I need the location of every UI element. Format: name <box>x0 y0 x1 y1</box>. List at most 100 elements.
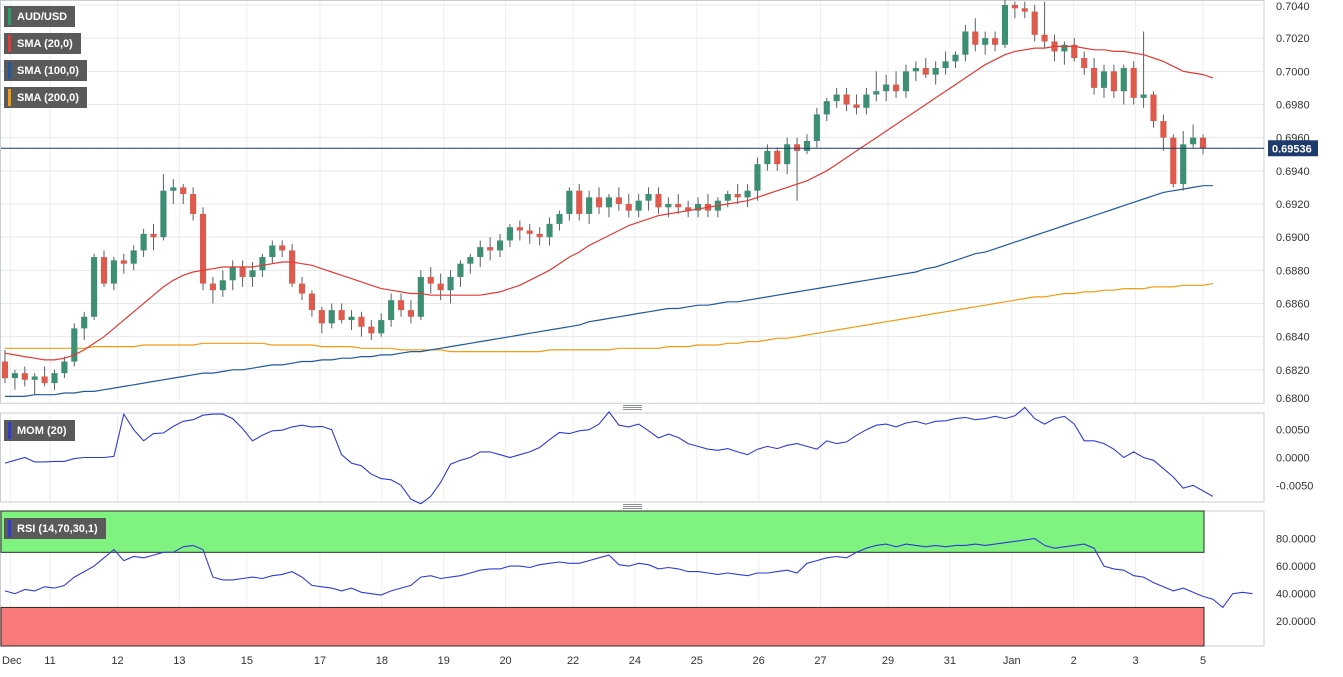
candle <box>229 260 236 291</box>
candle <box>467 253 474 274</box>
candle <box>1130 61 1137 105</box>
x-tick-label: 26 <box>753 655 765 667</box>
candle <box>51 369 58 390</box>
candle <box>1061 41 1068 65</box>
price-tick-label: 0.7020 <box>1276 33 1310 45</box>
candle <box>813 107 820 148</box>
candle <box>902 64 910 98</box>
candle <box>1120 64 1127 105</box>
splitter-handle-1[interactable] <box>623 405 642 410</box>
candle <box>338 303 345 324</box>
x-tick-label: 20 <box>499 655 511 667</box>
candle <box>1031 4 1038 42</box>
candle <box>427 267 434 294</box>
candle <box>1190 124 1197 148</box>
candle <box>823 97 830 122</box>
candle <box>71 323 78 367</box>
candle <box>269 240 276 264</box>
price-tick-label: 0.6900 <box>1276 232 1310 244</box>
candle <box>81 311 88 340</box>
symbol-swatch <box>8 8 11 25</box>
legend-sma-200[interactable]: SMA (200,0) <box>4 87 87 108</box>
candle <box>506 223 514 248</box>
candle <box>120 253 127 274</box>
candle <box>1091 58 1098 95</box>
momentum-tick-label: -0.0050 <box>1276 480 1313 492</box>
rsi-tick-label: 20.0000 <box>1276 616 1316 628</box>
price-tick-label: 0.6980 <box>1276 99 1310 111</box>
candle <box>11 369 18 390</box>
candle <box>41 366 48 387</box>
x-tick-label: 25 <box>691 655 703 667</box>
legend-sma-100[interactable]: SMA (100,0) <box>4 60 87 81</box>
candle <box>655 187 662 214</box>
momentum-swatch <box>8 422 11 439</box>
candle <box>635 194 642 218</box>
candle <box>487 237 494 261</box>
x-tick-label: 15 <box>241 655 253 667</box>
candle <box>388 293 395 327</box>
candle <box>1150 91 1157 128</box>
candle <box>447 270 454 304</box>
x-tick-label: 24 <box>629 655 641 667</box>
candle <box>992 31 999 52</box>
x-tick-label: 2 <box>1071 655 1077 667</box>
legend-symbol[interactable]: AUD/USD <box>4 6 76 27</box>
candle <box>1071 38 1078 62</box>
rsi-swatch <box>8 520 11 537</box>
price-tick-label: 0.6800 <box>1276 393 1310 405</box>
legend-sma-20[interactable]: SMA (20,0) <box>4 33 81 54</box>
candle <box>308 290 315 317</box>
candle <box>348 310 355 331</box>
x-tick-label: 31 <box>944 655 956 667</box>
candle <box>576 184 583 221</box>
rsi-tick-label: 60.0000 <box>1276 561 1316 573</box>
candle <box>833 87 840 108</box>
candle <box>298 276 306 301</box>
x-tick-label: 18 <box>376 655 388 667</box>
splitter-handle-2[interactable] <box>623 504 642 509</box>
candle <box>100 250 108 287</box>
candle <box>239 260 246 287</box>
momentum-tick-label: 0.0000 <box>1276 453 1310 465</box>
candle <box>526 223 533 244</box>
candle <box>982 31 989 55</box>
candle <box>586 190 593 224</box>
price-tick-label: 0.6860 <box>1276 298 1310 310</box>
candle <box>1110 64 1117 98</box>
candle <box>180 184 187 204</box>
price-tick-label: 0.6920 <box>1276 199 1310 211</box>
candle <box>190 187 197 221</box>
candle <box>1011 1 1018 19</box>
price-tick-label: 0.6940 <box>1276 166 1310 178</box>
candle <box>972 18 979 52</box>
momentum-panel <box>0 412 1265 503</box>
candle <box>289 243 296 287</box>
rsi-overbought-zone <box>0 510 1205 553</box>
last-price-marker <box>1268 140 1318 157</box>
rsi-tick-label: 40.0000 <box>1276 589 1316 601</box>
candle <box>457 260 464 287</box>
candle <box>130 245 137 271</box>
candle <box>496 233 504 258</box>
price-tick-label: 0.7000 <box>1276 66 1310 78</box>
price-tick-label: 0.6840 <box>1276 332 1310 344</box>
candle <box>31 373 38 395</box>
candle <box>962 24 969 62</box>
candle <box>199 207 207 291</box>
x-tick-label: 22 <box>567 655 579 667</box>
candle <box>1180 131 1187 191</box>
legend-rsi[interactable]: RSI (14,70,30,1) <box>4 518 106 539</box>
candle <box>1170 134 1177 188</box>
candle <box>685 200 692 218</box>
price-tick-label: 0.6820 <box>1276 365 1310 377</box>
candle <box>645 187 652 211</box>
momentum-label: MOM (20) <box>17 424 67 437</box>
candle <box>694 197 702 218</box>
candle <box>754 157 761 201</box>
candle <box>1001 0 1009 49</box>
legend-momentum[interactable]: MOM (20) <box>4 420 75 441</box>
sma-100-swatch <box>8 62 11 79</box>
price-tick-label: 0.7040 <box>1276 1 1310 13</box>
candle <box>922 58 929 78</box>
